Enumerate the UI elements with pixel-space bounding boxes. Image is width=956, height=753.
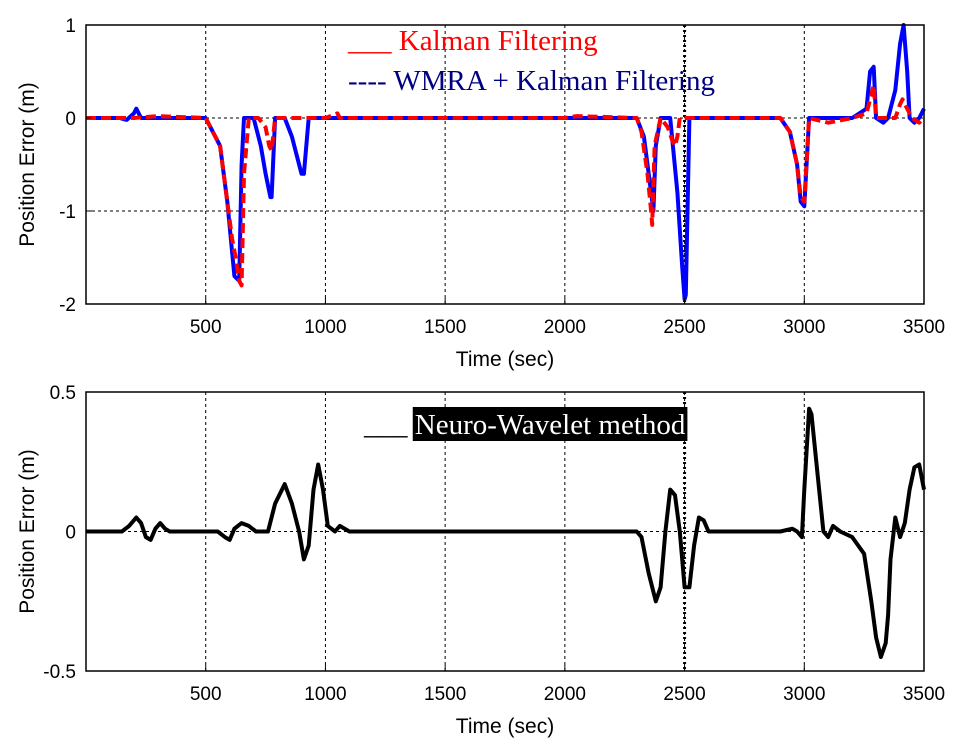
y-tick-label: 0 xyxy=(65,523,76,544)
legend-kalman-text: ---- WMRA + Kalman Filtering xyxy=(348,65,715,97)
x-tick-label: 500 xyxy=(190,684,222,705)
x-tick-label: 1500 xyxy=(424,684,466,705)
x-axis-label: Time (sec) xyxy=(456,348,554,371)
x-tick-label: 2500 xyxy=(663,317,705,338)
legend-neuro-wavelet-text: ___ Neuro-Wavelet method xyxy=(363,409,686,441)
axes-frame xyxy=(85,24,925,305)
legend-wmra-kalman-text: ___ Kalman Filtering xyxy=(347,25,598,57)
y-tick-label: -2 xyxy=(59,295,76,316)
x-tick-label: 3000 xyxy=(783,317,825,338)
legend-series-name: Neuro-Wavelet method xyxy=(415,409,686,441)
series-line-neuro-wavelet-method xyxy=(86,406,926,659)
x-tick-label: 500 xyxy=(190,317,222,338)
chart-panel-bottom: 500 1000 1500 2000 2500 3000 3500 0.5 0 -0.5 Time … xyxy=(16,383,945,738)
y-tick-label: 0 xyxy=(65,109,76,130)
x-tick-label: 3500 xyxy=(903,684,945,705)
x-tick-label: 1500 xyxy=(424,317,466,338)
y-tick-label: 1 xyxy=(65,16,76,37)
x-tick-label: 2000 xyxy=(544,317,586,338)
plot-area xyxy=(86,25,924,304)
x-tick-label: 1000 xyxy=(304,317,346,338)
x-tick-label: 2000 xyxy=(544,684,586,705)
y-tick-label: -1 xyxy=(59,202,76,223)
x-tick-label: 2500 xyxy=(663,684,705,705)
y-tick-label: 0.5 xyxy=(50,383,76,404)
chart-panel-top: 500 1000 1500 2000 2500 3000 3500 1 0 -1 -2 Time (s… xyxy=(16,16,945,371)
y-axis-label: Position Error (m) xyxy=(16,82,39,247)
legend-line-sample: ___ xyxy=(363,409,415,441)
x-axis-label: Time (sec) xyxy=(456,715,554,738)
series-line-wmra-kalman-filtering xyxy=(86,83,926,288)
y-tick-label: -0.5 xyxy=(43,662,76,683)
x-tick-label: 3000 xyxy=(783,684,825,705)
legend-highlight-box xyxy=(412,407,688,441)
x-tick-label: 1000 xyxy=(304,684,346,705)
x-tick-label: 3500 xyxy=(903,317,945,338)
y-axis-label: Position Error (m) xyxy=(16,449,39,614)
